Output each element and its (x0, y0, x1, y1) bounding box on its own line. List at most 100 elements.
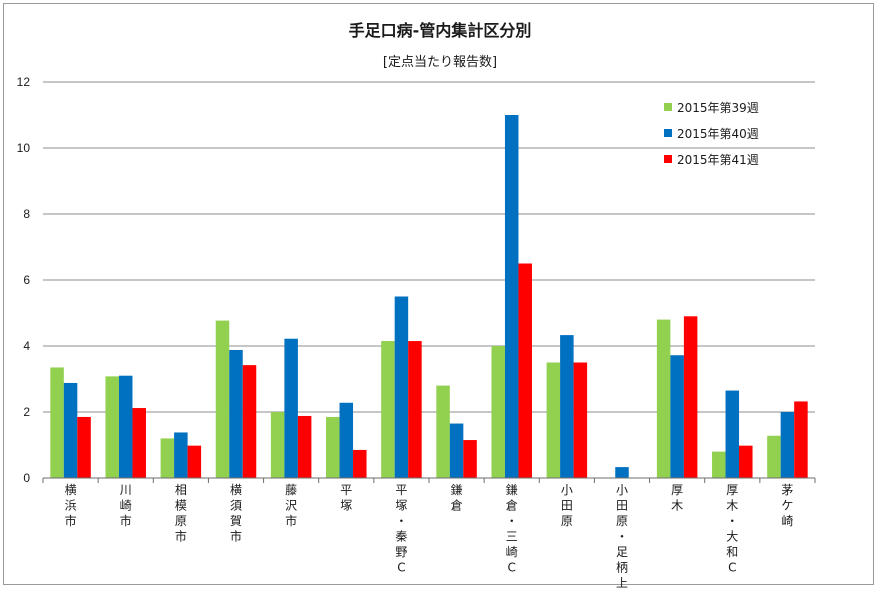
legend-swatch (664, 129, 672, 137)
category-label-char: 大 (726, 530, 738, 544)
bar (504, 115, 519, 478)
category-label-char: 三 (506, 530, 518, 544)
category-label-char: 相 (175, 483, 187, 497)
bar (339, 402, 354, 478)
category-label-char: 原 (561, 514, 573, 528)
category-label-char: 川 (120, 483, 132, 497)
legend-label: 2015年第41週 (677, 153, 759, 167)
legend-label: 2015年第40週 (677, 127, 759, 141)
bar (326, 416, 340, 478)
bar (546, 362, 561, 478)
category-label-char: 茅 (781, 483, 793, 497)
chart-subtitle: [定点当たり報告数] (383, 55, 497, 70)
category-label: 平塚・秦野C (395, 483, 407, 575)
bar (725, 390, 740, 478)
bar (518, 263, 532, 478)
category-label-char: 木 (671, 499, 683, 513)
bar (463, 440, 477, 478)
y-tick-label: 12 (17, 75, 31, 89)
bar (118, 375, 133, 478)
bar (767, 435, 781, 478)
category-label-char: 原 (175, 514, 187, 528)
category-label-char: 賀 (230, 514, 242, 528)
bar (712, 451, 726, 478)
bar (615, 467, 629, 478)
bar (683, 316, 698, 478)
bar (670, 355, 684, 478)
category-label-char: 市 (285, 513, 297, 528)
category-label-char: C (397, 561, 405, 575)
category-label-char: 市 (230, 529, 242, 544)
category-label-char: 野 (395, 545, 407, 559)
category-label: 鎌倉 (451, 482, 463, 513)
bar (63, 382, 78, 478)
y-axis-ticks: 0 2 4 6 8 10 12 (17, 75, 31, 485)
bar (50, 367, 64, 478)
bar (174, 432, 188, 478)
bar (491, 346, 505, 478)
category-label-char: 倉 (451, 498, 463, 513)
category-label-char: 市 (65, 513, 77, 528)
category-label-char: 原 (616, 514, 628, 528)
bar (353, 449, 367, 478)
category-labels: 横浜市川崎市相模原市横須賀市藤沢市平塚平塚・秦野C鎌倉鎌倉・三崎C小田原小田原・… (65, 482, 794, 590)
category-label-char: ・ (395, 514, 407, 528)
bar (229, 349, 243, 478)
bar (132, 408, 146, 478)
category-label: 平塚 (340, 483, 352, 513)
bar (394, 296, 409, 478)
category-label-char: 鎌 (506, 482, 518, 497)
category-label-char: 平 (340, 483, 352, 497)
category-label: 厚木・大和C (726, 483, 738, 575)
category-label-char: 藤 (285, 483, 297, 497)
legend-swatch (664, 103, 672, 111)
category-label-char: 崎 (120, 499, 132, 513)
bar (739, 445, 753, 478)
x-axis (42, 477, 816, 483)
category-label-char: ・ (726, 514, 738, 528)
category-label-char: 足 (616, 545, 628, 559)
bar (436, 385, 450, 478)
category-label-char: C (508, 561, 516, 575)
category-label-char: 塚 (395, 499, 407, 513)
category-label-char: ・ (616, 530, 628, 544)
category-label-char: 塚 (340, 499, 352, 513)
category-label-char: 模 (175, 499, 187, 513)
category-label-char: 崎 (506, 545, 518, 559)
category-label-char: 小 (561, 483, 573, 497)
category-label-char: 市 (175, 529, 187, 544)
category-label-char: 横 (65, 483, 77, 497)
category-label: 横浜市 (65, 483, 77, 528)
category-label: 川崎市 (120, 483, 132, 528)
category-label-char: 田 (616, 499, 628, 513)
bar (381, 341, 395, 478)
bar (284, 338, 298, 478)
y-tick-label: 2 (23, 405, 30, 419)
category-label-char: 崎 (781, 514, 793, 528)
bar (794, 401, 808, 478)
bars (50, 115, 808, 478)
category-label-char: 平 (395, 483, 407, 497)
category-label-char: 和 (726, 545, 738, 559)
category-label-char: 沢 (285, 499, 297, 513)
category-label-char: 鎌 (451, 482, 463, 497)
category-label: 藤沢市 (285, 483, 297, 528)
category-label-char: ・ (506, 514, 518, 528)
y-tick-label: 8 (23, 207, 30, 221)
y-tick-label: 0 (23, 471, 30, 485)
category-label-char: C (728, 561, 736, 575)
category-label-char: 田 (561, 499, 573, 513)
bar (187, 445, 202, 478)
category-label: 茅ケ崎 (781, 483, 793, 528)
category-label-char: 須 (230, 499, 242, 513)
category-label-char: 厚 (726, 483, 738, 497)
legend-swatch (664, 155, 672, 163)
category-label: 厚木 (671, 483, 683, 513)
category-label: 小田原・足柄上C (616, 483, 628, 590)
category-label-char: 横 (230, 483, 242, 497)
legend-label: 2015年第39週 (677, 101, 759, 115)
category-label: 小田原 (561, 483, 573, 528)
